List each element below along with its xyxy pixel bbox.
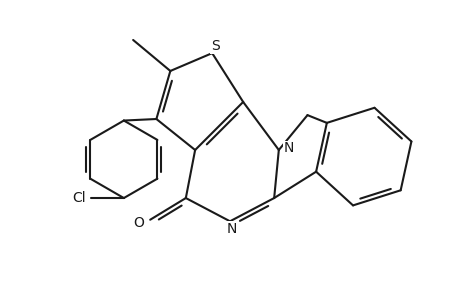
- Text: O: O: [133, 216, 144, 230]
- Text: S: S: [210, 39, 219, 53]
- Text: N: N: [226, 222, 236, 236]
- Text: Cl: Cl: [72, 191, 85, 205]
- Text: N: N: [283, 142, 293, 155]
